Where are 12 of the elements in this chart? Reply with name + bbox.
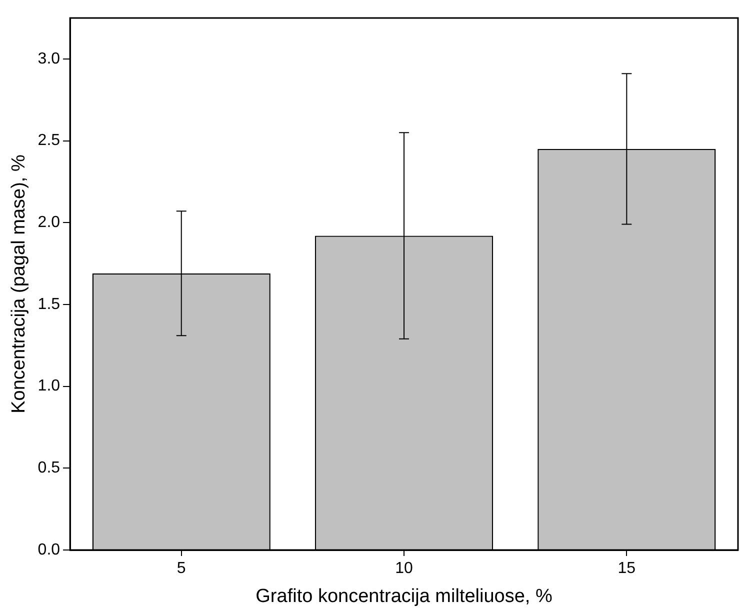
y-tick-label: 1.0 (38, 378, 60, 395)
y-axis-title: Koncentracija (pagal mase), % (8, 154, 30, 414)
x-tick-label: 5 (176, 560, 186, 578)
x-tick-label: 15 (618, 560, 636, 578)
y-tick-label: 0.5 (38, 460, 60, 477)
y-tick-label: 0.0 (38, 541, 60, 558)
x-axis-title: Grafito koncentracija milteliuose, % (256, 586, 552, 607)
y-tick-label: 2.5 (38, 132, 60, 150)
y-tick-label: 2.0 (38, 214, 60, 232)
y-tick-label: 1.5 (38, 296, 60, 313)
y-tick-label: 3.0 (38, 50, 60, 68)
x-tick-label: 10 (395, 560, 414, 578)
